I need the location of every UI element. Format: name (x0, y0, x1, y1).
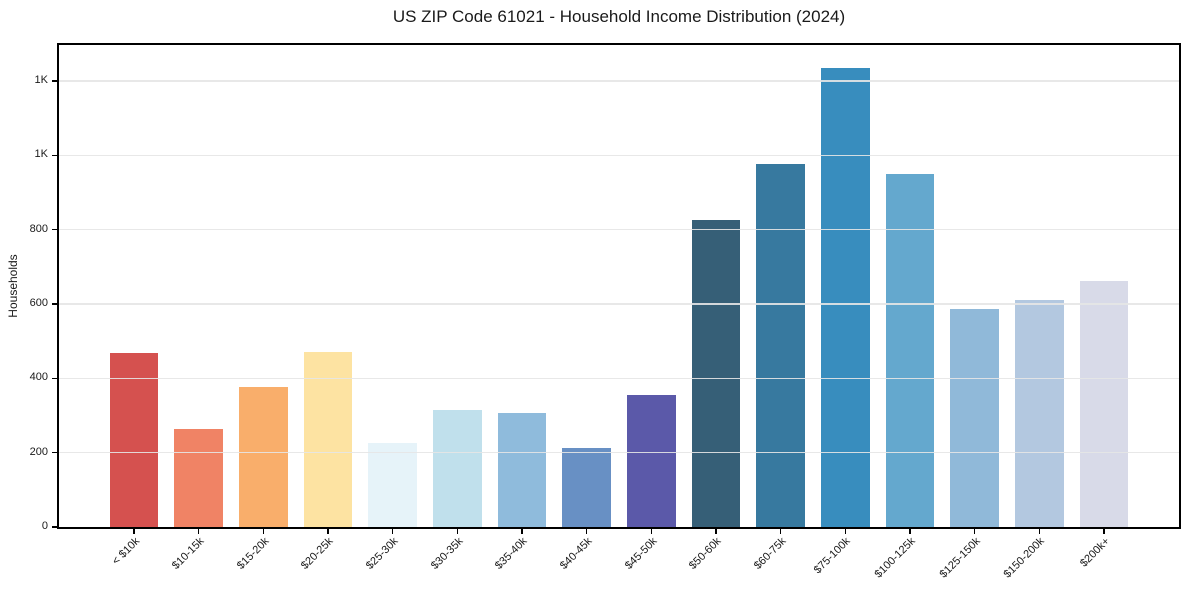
x-tick-label: $30-35k (428, 535, 466, 572)
y-tick (52, 80, 57, 82)
gridline (59, 228, 1179, 231)
bar-60-75k (756, 163, 805, 527)
x-tick-label: $40-45k (557, 535, 595, 572)
bar-50-60k (691, 220, 741, 527)
x-tick (715, 529, 717, 534)
x-tick (779, 529, 782, 534)
x-tick (262, 529, 265, 534)
bar-40-45k (562, 447, 611, 527)
x-tick (585, 529, 588, 534)
bar-45-50k (627, 395, 676, 527)
x-tick-label: $60-75k (751, 535, 789, 572)
x-tick (909, 529, 911, 534)
x-tick-label: $75-100k (812, 535, 854, 577)
x-tick-label: < $10k (109, 535, 142, 568)
gridline (59, 303, 1179, 305)
bar-10-15k (174, 428, 223, 527)
x-tick (197, 529, 200, 534)
x-tick-label: $125-150k (937, 535, 983, 581)
y-tick-label: 1K (34, 74, 48, 87)
y-tick (52, 451, 57, 454)
bar-200k (1079, 281, 1129, 527)
gridline (59, 154, 1179, 157)
y-tick-label: 0 (41, 520, 48, 532)
x-tick (844, 529, 847, 534)
x-tick (1103, 529, 1105, 534)
y-tick-label: 600 (29, 297, 48, 310)
bar-20-25k (303, 351, 353, 527)
bar-25-30k (368, 443, 417, 527)
y-tick-label: 1K (34, 148, 48, 161)
x-tick (1038, 529, 1041, 534)
gridline (59, 377, 1179, 380)
bar-30-35k (433, 409, 482, 527)
bar-125-150k (950, 308, 999, 527)
x-tick-label: $25-30k (363, 535, 401, 572)
y-tick-label: 800 (29, 222, 48, 235)
x-tick-label: $200k+ (1077, 535, 1112, 570)
plot-area (57, 43, 1181, 529)
gridline (59, 451, 1179, 454)
y-tick-label: 400 (29, 371, 48, 384)
y-tick (52, 154, 57, 157)
x-tick (973, 529, 976, 534)
x-tick (521, 529, 523, 534)
chart-title: US ZIP Code 61021 - Household Income Dis… (392, 7, 846, 26)
bar-10k (109, 353, 159, 527)
x-tick-label: $150-200k (1001, 535, 1048, 581)
y-tick (52, 303, 57, 305)
x-tick-label: $10-15k (169, 535, 207, 572)
y-tick-label: 200 (29, 445, 48, 458)
bar-35-40k (497, 412, 547, 527)
x-tick-label: $45-50k (622, 535, 660, 572)
bar-100-125k (885, 174, 935, 527)
y-tick (52, 377, 57, 380)
bar-75-100k (821, 68, 870, 527)
x-tick-label: $35-40k (493, 535, 530, 572)
y-tick (52, 526, 57, 528)
x-tick (391, 529, 394, 534)
x-tick (327, 529, 329, 534)
gridline (59, 80, 1179, 82)
bar-15-20k (239, 386, 288, 527)
x-tick-label: $50-60k (687, 535, 724, 572)
y-tick (52, 228, 57, 231)
x-tick (133, 529, 135, 534)
x-tick-label: $100-125k (872, 535, 918, 581)
bar-150-200k (1015, 299, 1064, 527)
x-tick-label: $15-20k (234, 535, 272, 572)
x-tick (456, 529, 459, 534)
x-tick-label: $20-25k (299, 535, 336, 572)
x-tick (650, 529, 653, 534)
